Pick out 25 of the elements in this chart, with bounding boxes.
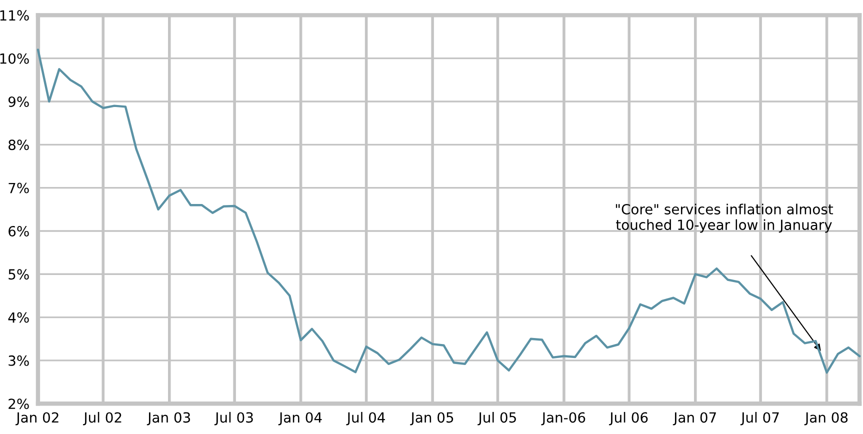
y-tick-label: 8% (8, 140, 29, 150)
y-tick-label: 5% (8, 269, 29, 280)
annotation: "Core" services inflation almost touched 10-year low in January (616, 204, 834, 233)
x-tick-label: Jul 07 (740, 412, 779, 426)
x-tick-label: Jan 04 (278, 412, 322, 426)
x-tick-label: Jan-06 (541, 412, 586, 426)
y-tick-label: 3% (8, 355, 29, 366)
y-tick-label: 7% (8, 182, 29, 194)
x-tick-label: Jul 05 (478, 412, 516, 426)
x-tick-label: Jan 05 (410, 412, 454, 426)
x-tick-label: Jul 02 (82, 412, 122, 426)
y-tick-label: 2% (8, 398, 29, 410)
y-tick-label: 11% (0, 10, 29, 21)
x-tick-label: Jan 08 (804, 412, 848, 426)
y-tick-label: 10% (0, 53, 29, 64)
x-tick-label: Jan 07 (672, 412, 716, 426)
x-tick-label: Jul 04 (346, 412, 385, 426)
x-tick-label: Jul 03 (214, 412, 253, 426)
line-series (36, 48, 861, 374)
x-tick-label: Jan 03 (146, 412, 190, 426)
x-tick-label: Jan 02 (16, 412, 58, 426)
y-tick-label: 6% (8, 226, 29, 236)
y-tick-label: 4% (8, 312, 29, 323)
x-tick-label: Jul 06 (608, 412, 648, 426)
y-tick-label: 9% (8, 96, 29, 107)
